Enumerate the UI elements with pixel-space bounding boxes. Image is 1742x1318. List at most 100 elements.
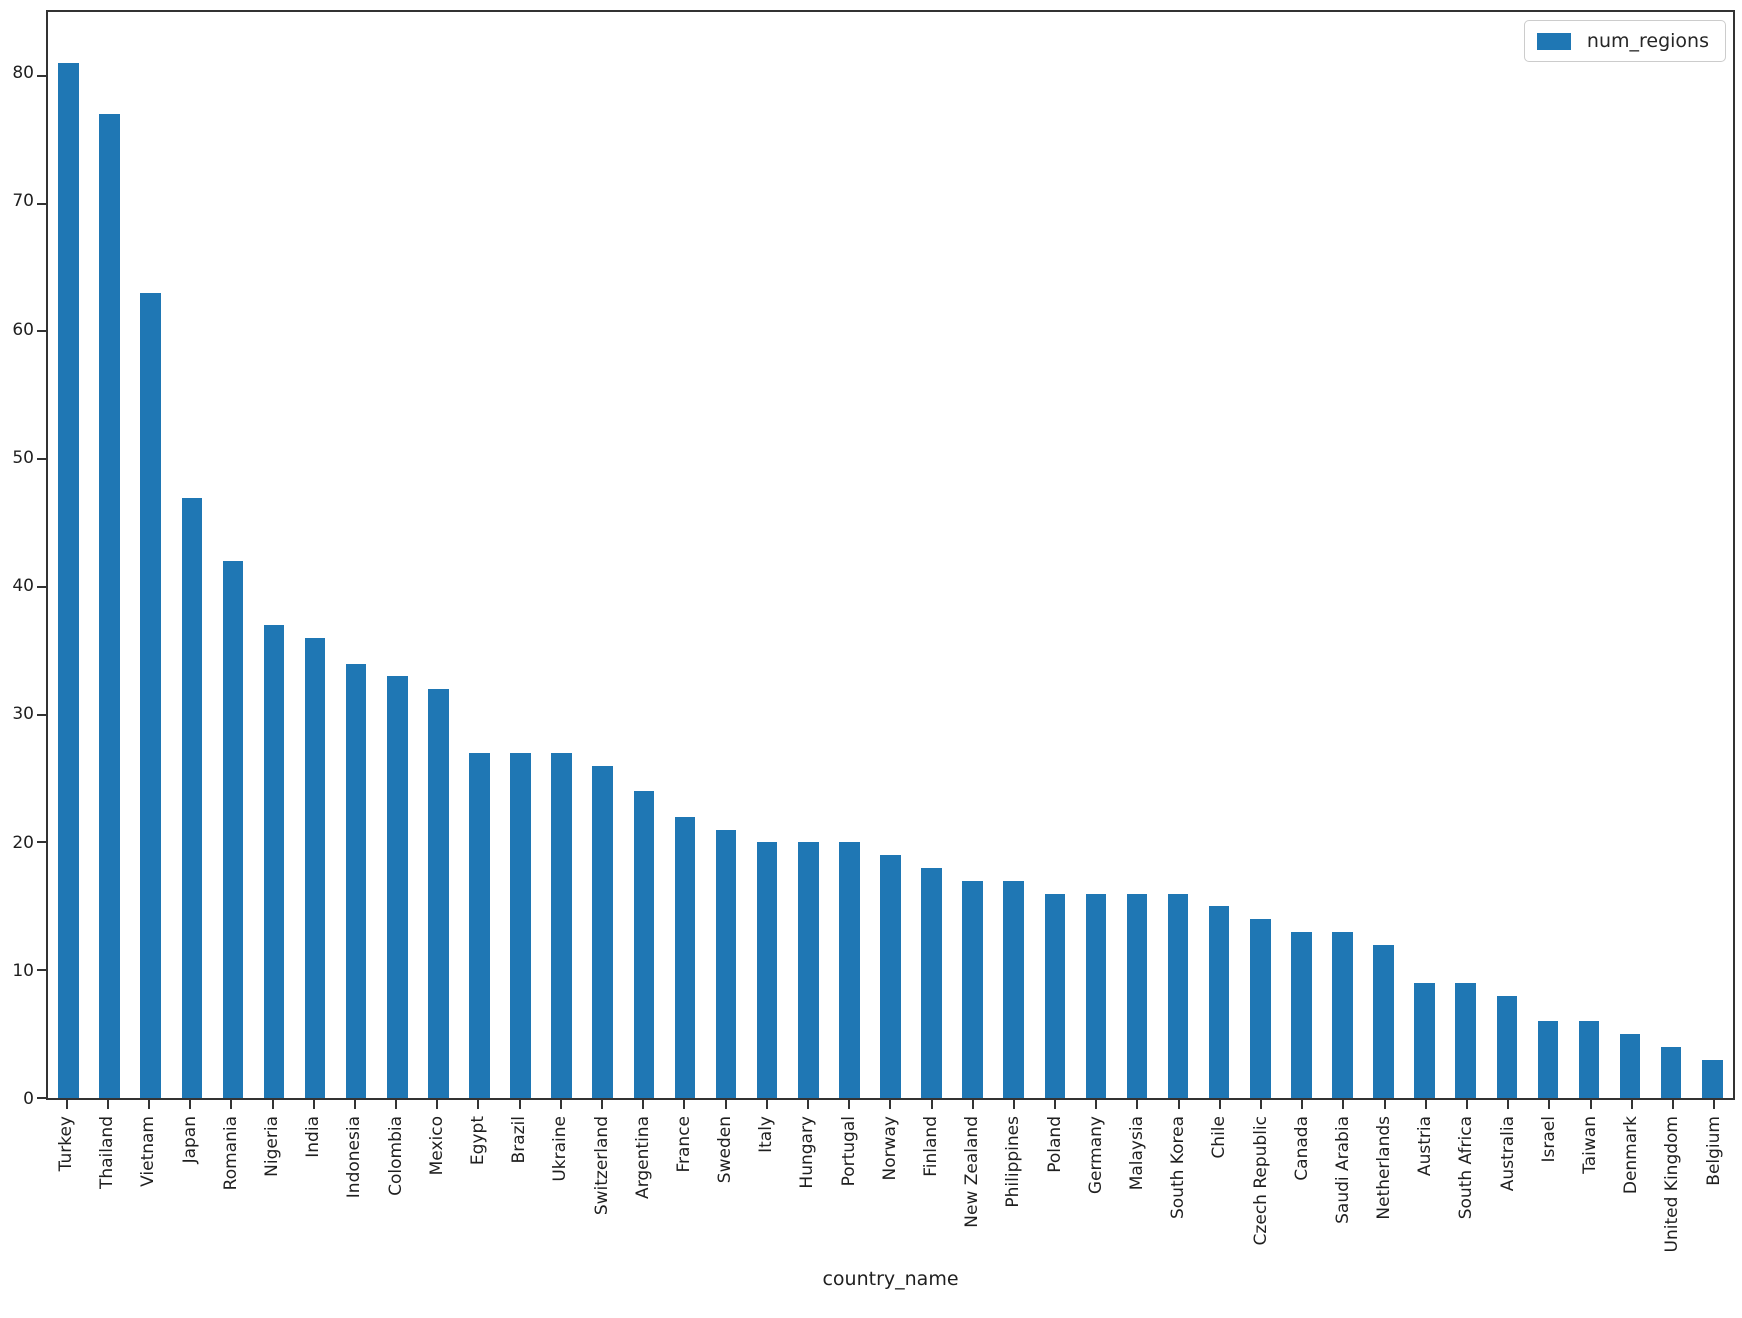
- x-tick-slot-argentina: Argentina: [623, 1100, 664, 1312]
- bar-taiwan: [1578, 1021, 1600, 1098]
- x-tick-mark-netherlands: [1383, 1100, 1386, 1109]
- x-tick-mark-brazil: [518, 1100, 521, 1109]
- x-tick-label-indonesia: Indonesia: [344, 1116, 365, 1199]
- x-tick-label-romania: Romania: [220, 1116, 241, 1191]
- x-tick-mark-hungary: [806, 1100, 809, 1109]
- bar-chile: [1208, 906, 1230, 1098]
- x-tick-label-thailand: Thailand: [97, 1116, 118, 1190]
- x-tick-label-colombia: Colombia: [385, 1116, 406, 1196]
- x-tick-mark-austria: [1424, 1100, 1427, 1109]
- bar-hungary: [797, 842, 819, 1098]
- y-tick-label-70: 70: [12, 191, 34, 212]
- bar-slot-netherlands: [1363, 12, 1404, 1098]
- y-axis-tick-labels: 0 10 20 30 40 50 60 70 80: [0, 10, 34, 1108]
- bar-slot-israel: [1527, 12, 1568, 1098]
- y-tick-label-0: 0: [23, 1089, 34, 1109]
- bar-slot-hungary: [788, 12, 829, 1098]
- bar-norway: [880, 855, 901, 1098]
- x-tick-slot-nigeria: Nigeria: [252, 1100, 293, 1312]
- x-tick-mark-colombia: [395, 1100, 398, 1109]
- x-tick-label-hungary: Hungary: [797, 1116, 818, 1189]
- x-tick-slot-germany: Germany: [1076, 1100, 1117, 1312]
- bar-slot-mexico: [418, 12, 459, 1098]
- bar-slot-egypt: [459, 12, 500, 1098]
- y-tick-label-60: 60: [12, 319, 34, 340]
- bars-container: [48, 12, 1733, 1098]
- x-tick-slot-sweden: Sweden: [705, 1100, 746, 1312]
- x-tick-mark-indonesia: [353, 1100, 356, 1109]
- bar-slot-australia: [1486, 12, 1527, 1098]
- y-tick-mark-0: [37, 1097, 46, 1099]
- x-tick-label-norway: Norway: [879, 1116, 900, 1181]
- x-tick-mark-chile: [1218, 1100, 1221, 1109]
- bar-slot-argentina: [623, 12, 664, 1098]
- x-tick-label-south-korea: South Korea: [1168, 1116, 1189, 1220]
- bar-australia: [1496, 995, 1518, 1098]
- x-tick-slot-netherlands: Netherlands: [1364, 1100, 1405, 1312]
- x-tick-mark-south-korea: [1177, 1100, 1180, 1109]
- x-tick-slot-mexico: Mexico: [417, 1100, 458, 1312]
- y-tick-mark-40: [37, 585, 46, 588]
- x-tick-label-israel: Israel: [1538, 1116, 1559, 1163]
- bar-slot-philippines: [993, 12, 1034, 1098]
- x-tick-mark-japan: [189, 1100, 192, 1109]
- y-tick-mark-70: [37, 202, 46, 205]
- x-tick-slot-norway: Norway: [870, 1100, 911, 1312]
- bar-slot-austria: [1404, 12, 1445, 1098]
- x-tick-mark-india: [312, 1100, 315, 1109]
- x-tick-mark-philippines: [1012, 1100, 1015, 1109]
- x-tick-mark-egypt: [477, 1100, 480, 1109]
- x-tick-slot-india: India: [293, 1100, 334, 1312]
- bar-nigeria: [263, 625, 285, 1098]
- bar-slot-portugal: [829, 12, 870, 1098]
- bar-switzerland: [592, 765, 614, 1098]
- bar-turkey: [58, 63, 79, 1098]
- x-tick-slot-ukraine: Ukraine: [540, 1100, 581, 1312]
- x-tick-label-austria: Austria: [1415, 1116, 1436, 1177]
- x-tick-mark-switzerland: [601, 1100, 604, 1109]
- y-tick-mark-30: [37, 713, 46, 716]
- x-tick-mark-portugal: [848, 1100, 851, 1109]
- x-tick-slot-colombia: Colombia: [376, 1100, 417, 1312]
- bar-slot-turkey: [48, 12, 89, 1098]
- x-tick-slot-belgium: Belgium: [1694, 1100, 1735, 1312]
- x-tick-label-ukraine: Ukraine: [550, 1116, 571, 1182]
- x-tick-label-mexico: Mexico: [426, 1116, 447, 1176]
- bar-slot-nigeria: [253, 12, 294, 1098]
- bar-slot-united-kingdom: [1651, 12, 1692, 1098]
- x-tick-mark-romania: [230, 1100, 233, 1109]
- x-tick-label-australia: Australia: [1497, 1116, 1518, 1192]
- y-tick-label-10: 10: [12, 960, 34, 981]
- x-tick-mark-germany: [1095, 1100, 1098, 1109]
- x-tick-label-united-kingdom: United Kingdom: [1662, 1116, 1683, 1253]
- x-tick-label-brazil: Brazil: [509, 1116, 530, 1164]
- plot-area: num_regions: [37, 10, 1735, 1100]
- bar-israel: [1537, 1021, 1559, 1098]
- x-tick-slot-saudi-arabia: Saudi Arabia: [1323, 1100, 1364, 1312]
- bar-united-kingdom: [1660, 1046, 1682, 1098]
- x-tick-mark-canada: [1301, 1100, 1304, 1109]
- x-tick-mark-ukraine: [559, 1100, 562, 1109]
- bar-slot-south-africa: [1445, 12, 1486, 1098]
- x-tick-label-switzerland: Switzerland: [591, 1116, 612, 1216]
- x-tick-label-czech-republic: Czech Republic: [1250, 1116, 1271, 1246]
- x-tick-mark-denmark: [1630, 1100, 1633, 1109]
- bar-indonesia: [345, 663, 367, 1098]
- y-tick-label-50: 50: [12, 447, 34, 468]
- x-tick-mark-belgium: [1713, 1100, 1716, 1109]
- legend-swatch-icon: [1536, 32, 1571, 50]
- bar-poland: [1044, 893, 1066, 1098]
- x-tick-mark-malaysia: [1136, 1100, 1139, 1109]
- x-tick-mark-poland: [1054, 1100, 1057, 1109]
- y-tick-mark-50: [37, 458, 46, 461]
- bar-austria: [1414, 983, 1435, 1098]
- x-tick-label-canada: Canada: [1291, 1116, 1312, 1181]
- bar-slot-thailand: [89, 12, 130, 1098]
- bar-japan: [181, 497, 203, 1098]
- x-tick-label-poland: Poland: [1044, 1116, 1065, 1173]
- x-tick-slot-portugal: Portugal: [829, 1100, 870, 1312]
- bar-slot-belgium: [1692, 12, 1733, 1098]
- x-tick-mark-argentina: [642, 1100, 645, 1109]
- x-tick-slot-hungary: Hungary: [787, 1100, 828, 1312]
